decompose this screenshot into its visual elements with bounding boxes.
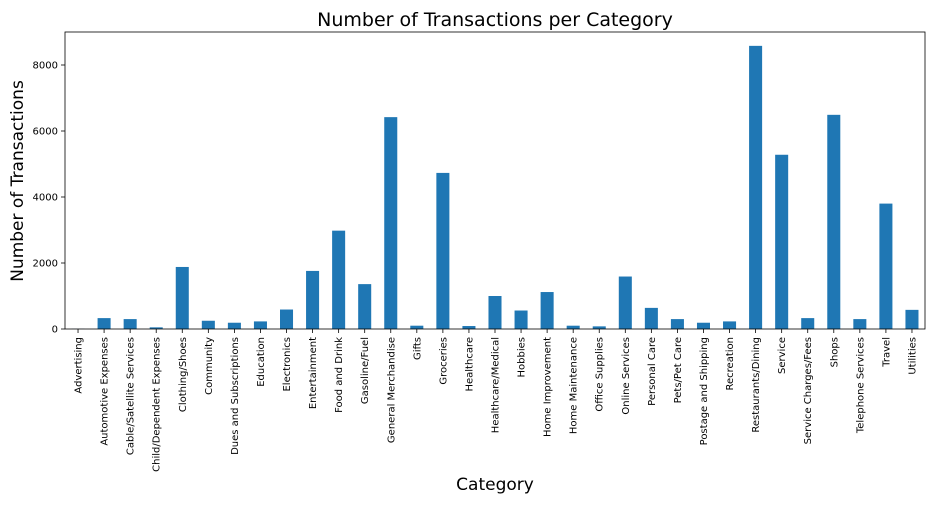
x-tick-label: Education [256,337,267,387]
bar [697,323,710,329]
y-axis-ticks: 0 2000 4000 6000 8000 [33,61,65,336]
x-tick-label: Personal Care [647,337,658,406]
bar [827,115,840,329]
x-tick-label: Healthcare [464,337,475,392]
x-tick-label: Healthcare/Medical [491,337,502,433]
bar [124,319,137,329]
bar [306,271,319,329]
x-tick-label: Gifts [412,337,423,360]
bar [358,284,371,329]
x-tick-label: Travel [881,337,892,368]
bar [749,46,762,329]
bar [98,318,111,329]
x-tick-label: Restaurants/Dining [751,337,762,433]
x-tick-label: Dues and Subscriptions [230,337,241,455]
bar [176,267,189,329]
chart-title: Number of Transactions per Category [317,9,673,31]
x-tick-label: Cable/Satellite Services [126,337,137,455]
bar [488,296,501,329]
x-tick-label: Gasoline/Fuel [360,337,371,404]
x-tick-label: Pets/Pet Care [673,337,684,403]
x-tick-label: Service Charges/Fees [803,337,814,444]
x-tick-label: Office Supplies [595,337,606,412]
x-tick-label: Utilities [907,337,918,375]
bar [436,173,449,329]
x-tick-label: Shops [829,337,840,367]
bar [645,308,658,329]
plot-frame [65,32,925,329]
y-tick-label: 0 [52,325,58,336]
y-tick-label: 8000 [33,61,58,72]
bar [567,326,580,329]
x-axis-ticks: Advertising Automotive Expenses Cable/Sate… [74,329,919,472]
x-tick-label: Entertainment [308,337,319,409]
x-tick-label: Service [777,337,788,374]
x-tick-label: Telephone Services [855,337,866,434]
bar [254,321,267,329]
bar [905,310,918,329]
x-tick-label: Hobbies [517,337,528,377]
bar [671,319,684,329]
bar [384,117,397,329]
x-tick-label: Food and Drink [334,337,345,413]
bar [332,231,345,329]
bar [410,326,423,329]
y-tick-label: 6000 [33,127,58,138]
bar [853,319,866,329]
bar [228,323,241,329]
x-tick-label: Child/Dependent Expenses [152,337,163,472]
bar [723,321,736,329]
bar [619,277,632,329]
y-tick-label: 2000 [33,259,58,270]
y-tick-label: 4000 [33,193,58,204]
x-tick-label: Community [204,337,215,395]
bar [879,204,892,329]
bar [541,292,554,329]
bar [515,311,528,329]
x-tick-label: Electronics [282,337,293,392]
bars-layer [72,46,919,329]
bar [280,310,293,329]
x-tick-label: Home Maintenance [569,337,580,434]
bar [801,318,814,329]
bar [462,326,475,329]
x-tick-label: Advertising [74,337,85,394]
x-tick-label: Home Improvement [543,337,554,437]
bar [202,321,215,329]
x-tick-label: Postage and Shipping [699,337,710,445]
x-tick-label: Recreation [725,337,736,390]
x-tick-label: Automotive Expenses [100,337,111,446]
x-tick-label: General Merchandise [386,337,397,443]
x-axis-label: Category [456,475,534,495]
x-tick-label: Online Services [621,337,632,415]
x-tick-label: Groceries [438,337,449,385]
x-tick-label: Clothing/Shoes [178,337,189,412]
bar [775,155,788,329]
y-axis-label: Number of Transactions [8,80,28,282]
